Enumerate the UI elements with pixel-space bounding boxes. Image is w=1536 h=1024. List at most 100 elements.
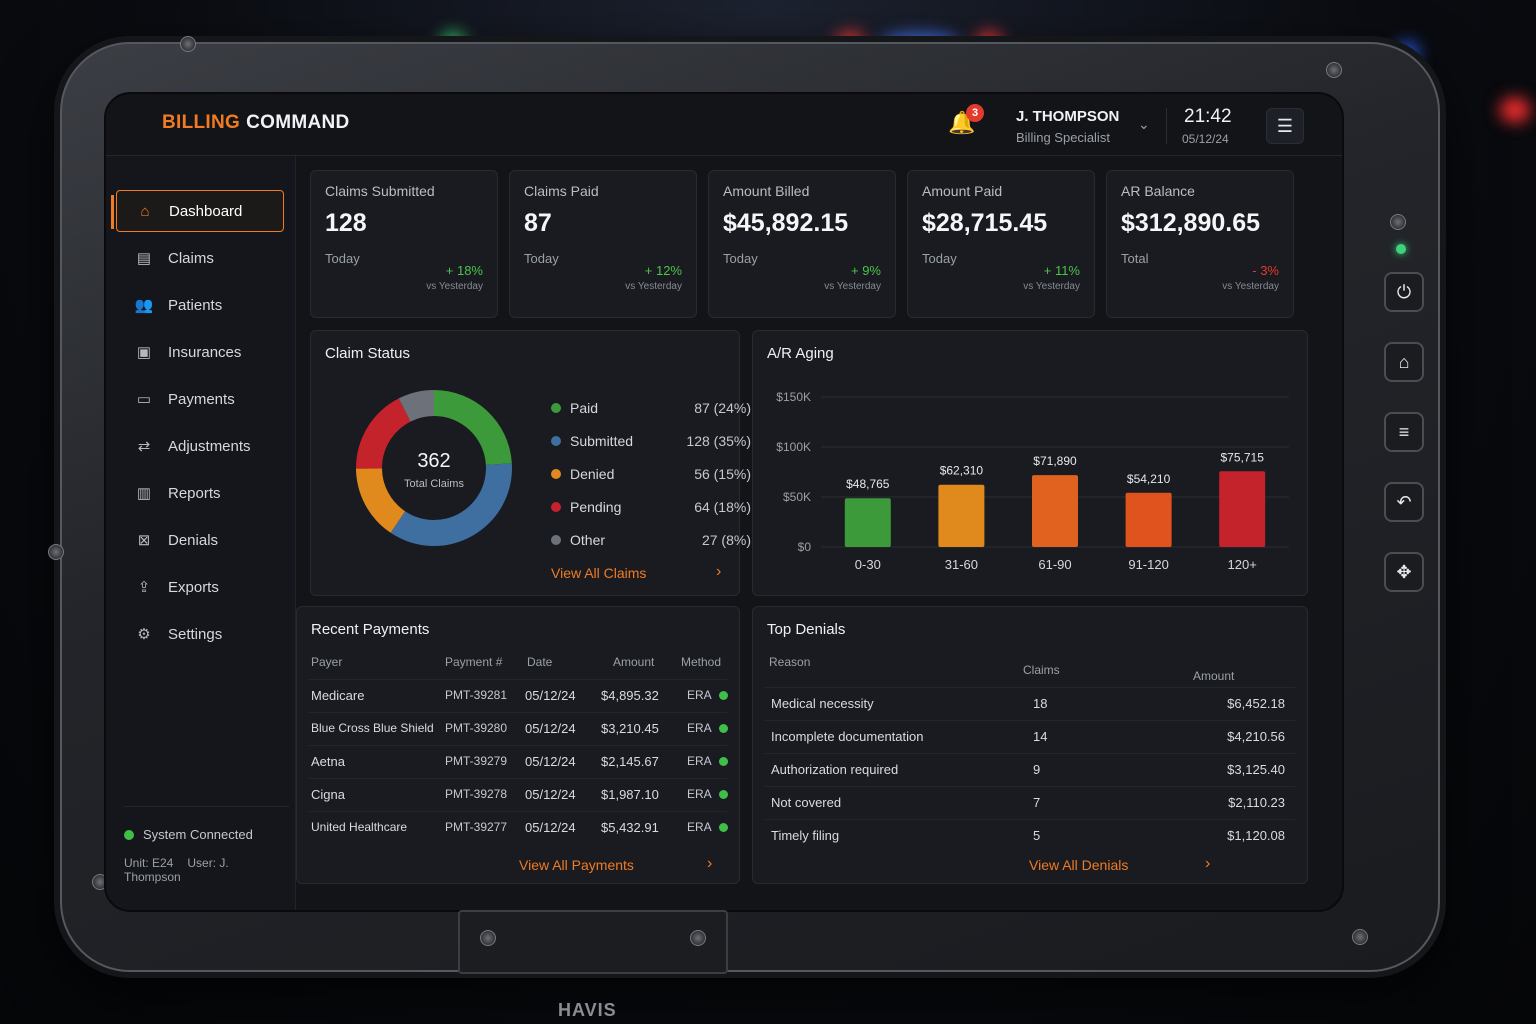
kpi-card[interactable]: Amount Billed $45,892.15 Today + 9% vs Yeste… (708, 170, 896, 318)
kpi-card[interactable]: AR Balance $312,890.65 Total - 3% vs Yesterd… (1106, 170, 1294, 318)
sidebar-item-payments[interactable]: ▭ Payments (116, 378, 284, 420)
screw (1326, 62, 1342, 78)
legend-item-submitted[interactable]: Submitted 128 (35%) (551, 426, 751, 456)
donut-slice-denied[interactable] (356, 468, 406, 533)
payer-cell: Aetna (311, 754, 345, 769)
kpi-card[interactable]: Claims Submitted 128 Today + 18% vs Yesterda… (310, 170, 498, 318)
legend-dot (551, 436, 561, 446)
sidebar-item-claims[interactable]: ▤ Claims (116, 237, 284, 279)
back-button[interactable]: ↶ (1384, 482, 1424, 522)
kpi-change: + 12% (644, 263, 682, 278)
legend-item-paid[interactable]: Paid 87 (24%) (551, 393, 751, 423)
user-name[interactable]: J. THOMPSON (1016, 108, 1120, 125)
export-icon: ⇪ (137, 579, 151, 596)
sidebar-item-reports[interactable]: ▥ Reports (116, 472, 284, 514)
kpi-card[interactable]: Amount Paid $28,715.45 Today + 11% vs Yester… (907, 170, 1095, 318)
chevron-right-icon[interactable]: › (1205, 855, 1211, 872)
system-status: System Connected Unit: E24 User: J. Thomp… (124, 806, 289, 884)
table-row[interactable]: Medical necessity 18 $6,452.18 (765, 687, 1295, 718)
sidebar-item-settings[interactable]: ⚙ Settings (116, 613, 284, 655)
status-dot (719, 691, 728, 700)
menu-hardware-button[interactable]: ≡ (1384, 412, 1424, 452)
table-row[interactable]: Cigna PMT-39278 05/12/24 $1,987.10 ERA (309, 778, 728, 809)
background-light (1500, 98, 1530, 122)
amount-cell: $3,210.45 (601, 721, 659, 736)
method-cell: ERA (687, 721, 712, 735)
sidebar-item-denials[interactable]: ⊠ Denials (116, 519, 284, 561)
legend-label: Pending (570, 499, 622, 515)
bar-0-30[interactable] (844, 498, 891, 547)
screw (1390, 214, 1406, 230)
date-cell: 05/12/24 (525, 820, 576, 835)
x-tick-label: 61-90 (1038, 557, 1071, 572)
table-row[interactable]: United Healthcare PMT-39277 05/12/24 $5,432… (309, 811, 728, 842)
view-all-denials-link[interactable]: View All Denials (1029, 857, 1129, 873)
sidebar-item-exports[interactable]: ⇪ Exports (116, 566, 284, 608)
donut-slice-pending[interactable] (356, 398, 411, 469)
table-row[interactable]: Medicare PMT-39281 05/12/24 $4,895.32 ERA (309, 679, 728, 710)
table-row[interactable]: Incomplete documentation 14 $4,210.56 (765, 720, 1295, 751)
y-tick-label: $150K (776, 390, 811, 404)
users-icon: 👥 (134, 297, 154, 314)
chevron-down-icon[interactable]: ⌄ (1138, 116, 1150, 132)
kpi-compare: vs Yesterday (426, 281, 483, 292)
col-header-date: Date (527, 655, 553, 669)
sidebar-item-insurances[interactable]: ▣ Insurances (116, 331, 284, 373)
legend-item-pending[interactable]: Pending 64 (18%) (551, 492, 751, 522)
table-row[interactable]: Not covered 7 $2,110.23 (765, 786, 1295, 817)
amount-cell: $5,432.91 (601, 820, 659, 835)
kpi-value: 87 (524, 209, 552, 237)
status-dot (719, 757, 728, 766)
status-led-icon (1396, 244, 1406, 254)
sidebar-item-label: Settings (168, 625, 223, 643)
x-tick-label: 0-30 (855, 557, 881, 572)
ar-aging-bar-chart: $150K $100K $50K $0 $48,765 0-30 $62,310 31-60 $… (776, 390, 1289, 572)
mount-brand: HAVIS (558, 1000, 617, 1020)
donut-slice-submitted[interactable] (390, 463, 512, 546)
app-logo: BILLING COMMAND (162, 112, 350, 134)
legend-value: 64 (18%) (694, 499, 751, 515)
bar-91-120[interactable] (1125, 492, 1172, 547)
kpi-card[interactable]: Claims Paid 87 Today + 12% vs Yesterday (509, 170, 697, 318)
amount-cell: $1,987.10 (601, 787, 659, 802)
donut-slice-other[interactable] (398, 390, 434, 422)
card-title: Recent Payments (311, 621, 430, 638)
status-dot (124, 829, 134, 840)
view-all-claims-link[interactable]: View All Claims (551, 565, 647, 581)
sidebar-item-adjustments[interactable]: ⇄ Adjustments (116, 425, 284, 467)
denial-icon: ⊠ (137, 532, 151, 549)
payment-num-cell: PMT-39279 (445, 754, 508, 768)
view-all-payments-link[interactable]: View All Payments (519, 857, 634, 873)
chevron-right-icon[interactable]: › (716, 563, 722, 580)
bar-31-60[interactable] (938, 484, 985, 547)
y-tick-label: $50K (783, 490, 811, 504)
table-row[interactable]: Aetna PMT-39279 05/12/24 $2,145.67 ERA (309, 745, 728, 776)
power-button[interactable]: ⏻ (1384, 272, 1424, 312)
bar-61-90[interactable] (1032, 475, 1078, 547)
sidebar-item-dashboard[interactable]: ⌂ Dashboard (111, 190, 284, 232)
col-header-payment-num: Payment # (445, 655, 503, 669)
table-row[interactable]: Blue Cross Blue Shield PMT-39280 05/12/24 $… (309, 712, 728, 743)
kpi-label: Claims Submitted (325, 183, 435, 199)
home-button[interactable]: ⌂ (1384, 342, 1424, 382)
legend-item-other[interactable]: Other 27 (8%) (551, 525, 751, 555)
table-row[interactable]: Timely filing 5 $1,120.08 (765, 819, 1295, 850)
kpi-value: 128 (325, 209, 367, 237)
amount-cell: $6,452.18 (1227, 696, 1285, 711)
list-menu-button[interactable]: ☰ (1266, 108, 1304, 144)
table-row[interactable]: Authorization required 9 $3,125.40 (765, 753, 1295, 784)
donut-slice-paid[interactable] (434, 390, 512, 465)
kpi-compare: vs Yesterday (625, 281, 682, 292)
kpi-change: + 18% (445, 263, 483, 278)
amount-cell: $2,110.23 (1228, 795, 1285, 810)
user-role: Billing Specialist (1016, 130, 1110, 145)
sidebar-item-patients[interactable]: 👥 Patients (116, 284, 284, 326)
claims-cell: 5 (1033, 828, 1041, 843)
payer-cell: Medicare (311, 688, 365, 703)
donut-total: 362 (417, 450, 450, 472)
chevron-right-icon[interactable]: › (707, 855, 713, 872)
legend-item-denied[interactable]: Denied 56 (15%) (551, 459, 751, 489)
payment-num-cell: PMT-39277 (445, 820, 508, 834)
bar-120+[interactable] (1219, 471, 1266, 547)
rotate-button[interactable]: ✥ (1384, 552, 1424, 592)
